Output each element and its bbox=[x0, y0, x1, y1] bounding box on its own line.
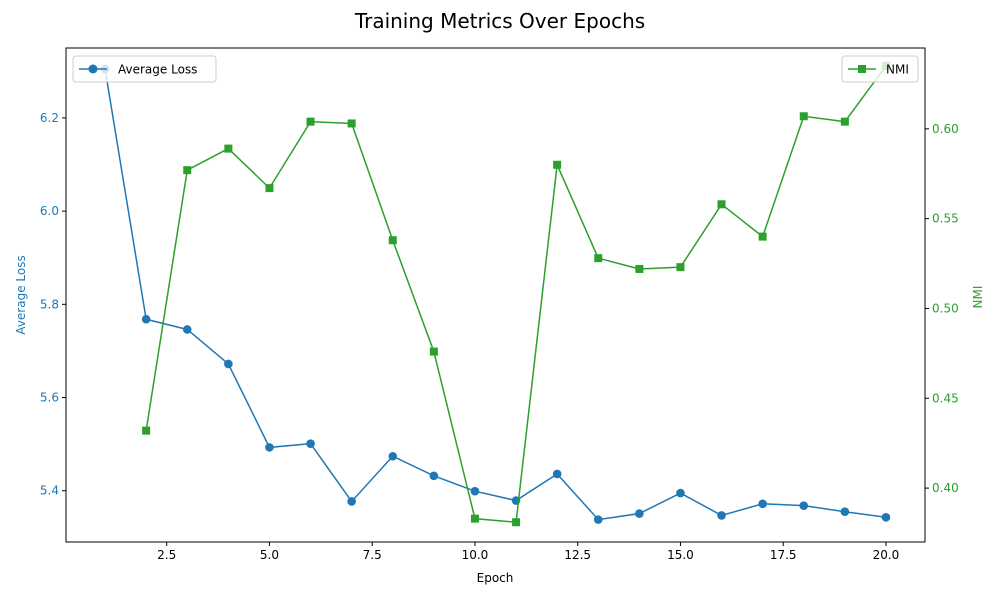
chart-title: Training Metrics Over Epochs bbox=[354, 9, 645, 33]
x-tick-label: 10.0 bbox=[462, 548, 489, 562]
legend-loss: Average Loss bbox=[72, 55, 217, 83]
loss-point bbox=[347, 497, 356, 506]
legend-loss-label: Average Loss bbox=[118, 63, 197, 77]
nmi-point bbox=[183, 166, 192, 175]
nmi-point bbox=[224, 144, 233, 153]
x-axis: 2.5 5.0 7.5 10.0 12.5 15.0 17.5 20.0 bbox=[157, 542, 899, 562]
plot-area bbox=[100, 61, 891, 527]
x-tick-label: 17.5 bbox=[770, 548, 797, 562]
y-left-tick-label: 5.6 bbox=[40, 391, 59, 405]
loss-point bbox=[635, 509, 644, 518]
loss-point bbox=[224, 359, 233, 369]
x-tick-label: 15.0 bbox=[667, 548, 694, 562]
y-right-tick-label: 0.55 bbox=[932, 212, 959, 226]
loss-point bbox=[593, 515, 603, 524]
legend-loss-box bbox=[72, 55, 217, 83]
y-right-tick-label: 0.45 bbox=[932, 391, 959, 405]
nmi-point bbox=[388, 236, 397, 245]
loss-point bbox=[799, 501, 809, 510]
nmi-point bbox=[553, 160, 562, 169]
legend-nmi: NMI bbox=[841, 55, 919, 83]
y-left-tick-label: 6.0 bbox=[40, 204, 59, 218]
nmi-point bbox=[840, 117, 849, 126]
nmi-point bbox=[799, 112, 808, 121]
y-right-tick-label: 0.60 bbox=[932, 122, 959, 136]
y-left-tick-label: 5.4 bbox=[40, 484, 59, 498]
nmi-point bbox=[512, 518, 521, 527]
loss-point bbox=[840, 507, 850, 517]
loss-point bbox=[470, 486, 480, 496]
loss-point bbox=[429, 471, 439, 481]
loss-point bbox=[388, 451, 398, 461]
nmi-point bbox=[265, 184, 274, 193]
plot-frame bbox=[65, 47, 926, 543]
x-tick-label: 7.5 bbox=[363, 548, 382, 562]
x-tick-label: 12.5 bbox=[564, 548, 591, 562]
loss-point bbox=[758, 499, 767, 509]
loss-point bbox=[676, 488, 685, 498]
loss-point bbox=[881, 513, 891, 522]
nmi-point bbox=[635, 264, 644, 273]
legend-nmi-label: NMI bbox=[886, 63, 909, 77]
x-tick-label: 20.0 bbox=[873, 548, 900, 562]
y-axis-right: 0.40 0.45 0.50 0.55 0.60 bbox=[925, 122, 959, 495]
y-left-tick-label: 5.8 bbox=[40, 297, 59, 311]
loss-point bbox=[141, 314, 151, 324]
nmi-point bbox=[347, 119, 356, 128]
nmi-point bbox=[142, 426, 151, 435]
y-left-tick-label: 6.2 bbox=[40, 111, 59, 125]
nmi-point bbox=[676, 263, 685, 272]
loss-point bbox=[717, 511, 726, 520]
loss-point bbox=[182, 325, 192, 334]
y-axis-left-label: Average Loss bbox=[14, 255, 28, 334]
nmi-point bbox=[470, 514, 479, 523]
x-tick-label: 5.0 bbox=[260, 548, 279, 562]
x-axis-label: Epoch bbox=[477, 571, 514, 585]
legend-loss-marker bbox=[88, 64, 98, 74]
legend-nmi-marker bbox=[858, 65, 866, 73]
loss-point bbox=[552, 469, 562, 479]
nmi-point bbox=[717, 200, 726, 209]
loss-point bbox=[306, 439, 315, 448]
y-right-tick-label: 0.40 bbox=[932, 481, 959, 495]
series-line-0 bbox=[104, 68, 887, 521]
loss-point bbox=[265, 443, 274, 452]
nmi-point bbox=[429, 347, 438, 356]
y-axis-left: 5.4 5.6 5.8 6.0 6.2 bbox=[40, 111, 66, 498]
legend-nmi-box bbox=[841, 55, 919, 83]
nmi-point bbox=[758, 232, 767, 241]
y-axis-right-label: NMI bbox=[971, 286, 985, 309]
nmi-point bbox=[594, 254, 603, 263]
y-right-tick-label: 0.50 bbox=[932, 301, 959, 315]
nmi-point bbox=[306, 117, 315, 126]
x-tick-label: 2.5 bbox=[157, 548, 176, 562]
series-line-1 bbox=[145, 65, 887, 524]
